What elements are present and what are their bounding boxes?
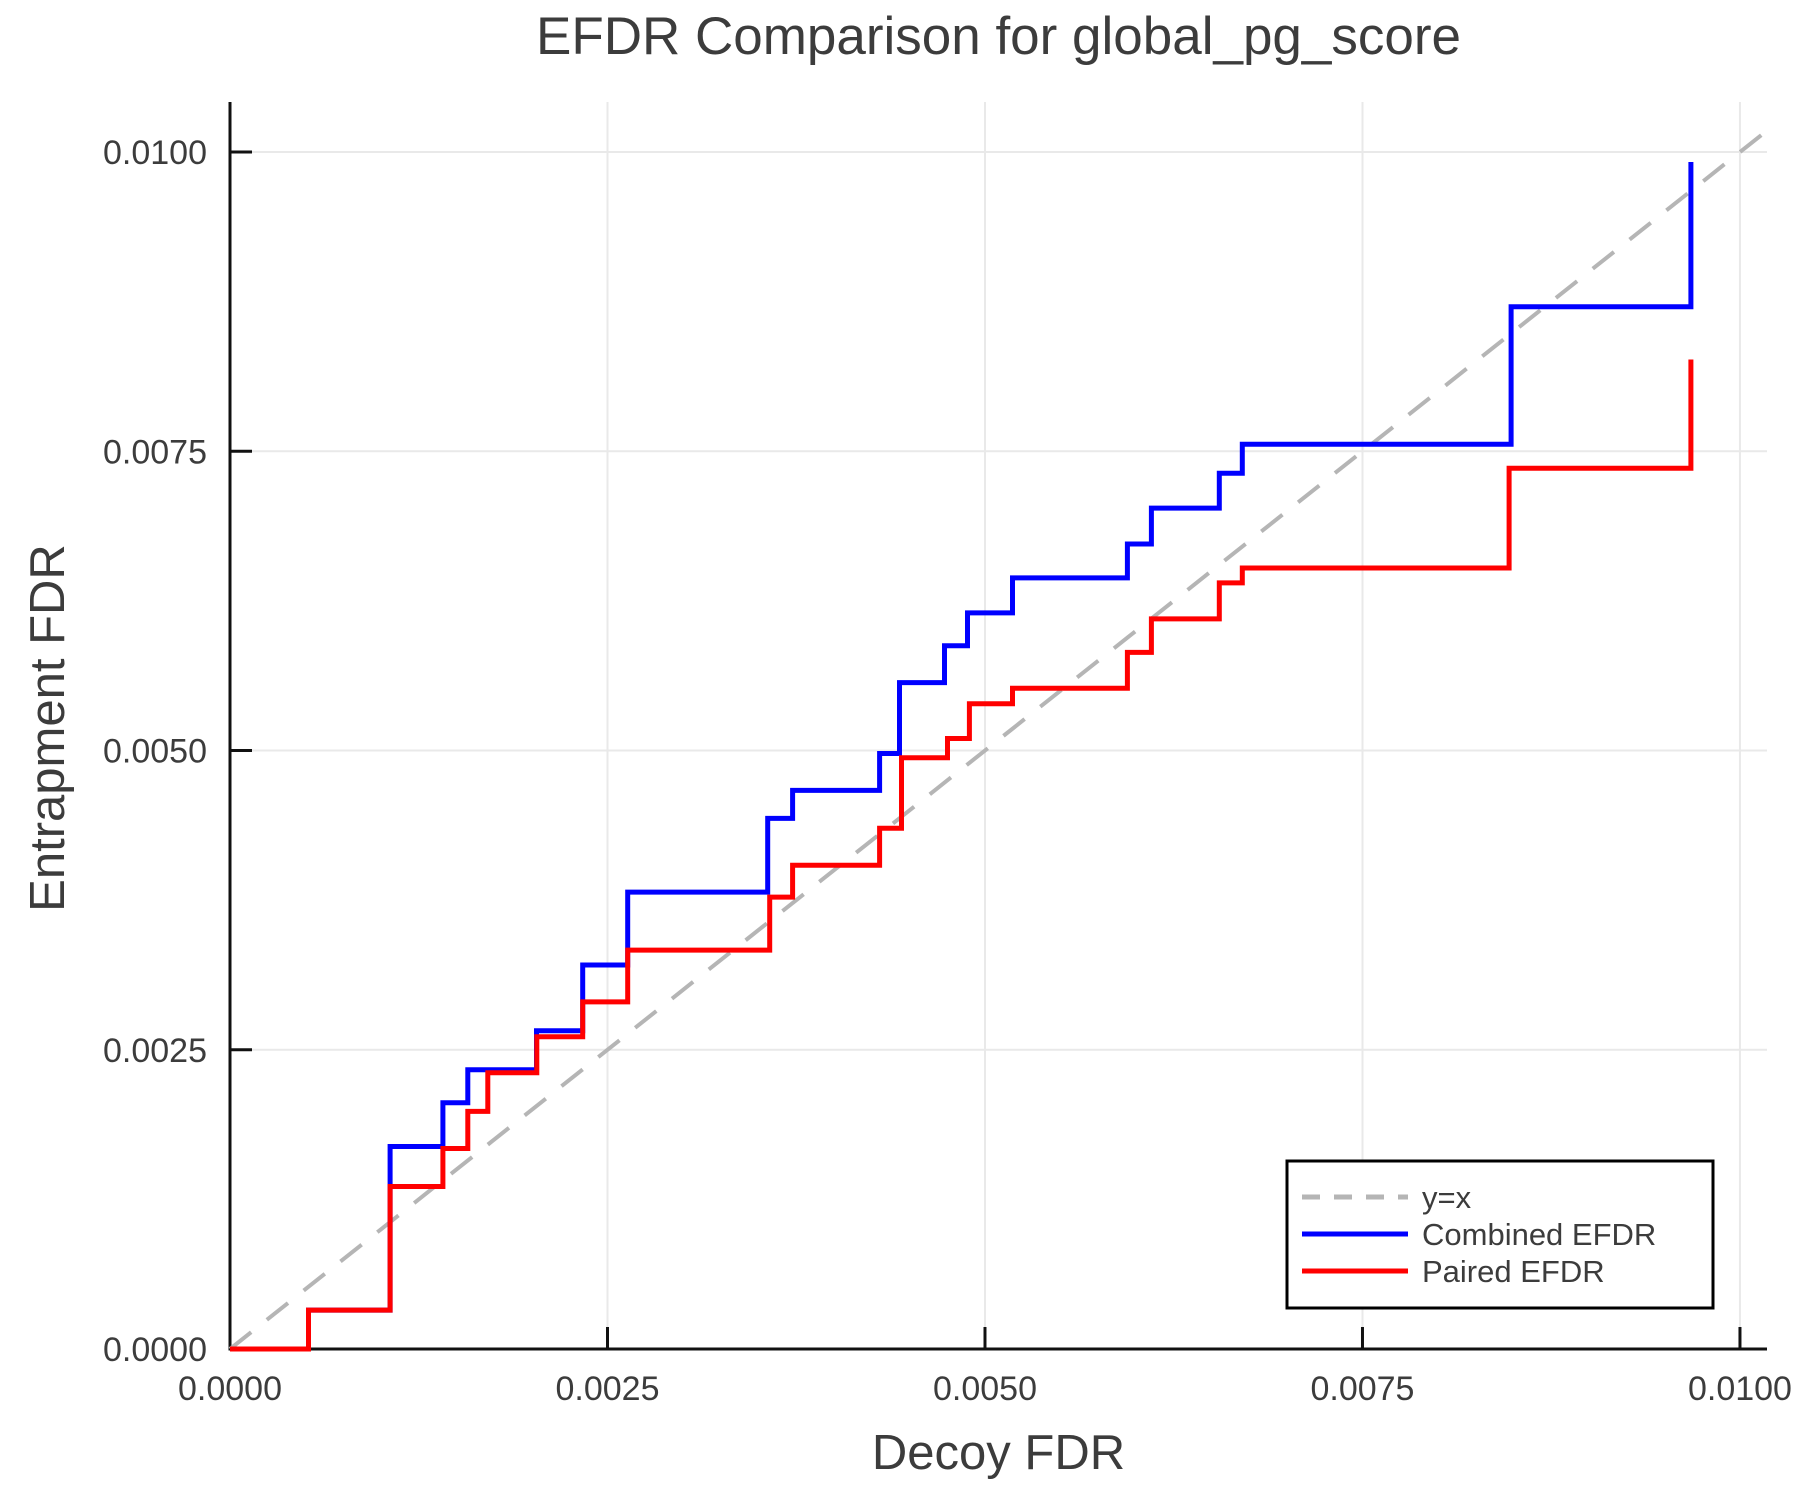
legend-identity-label: y=x <box>1422 1180 1472 1215</box>
combined-efdr-line <box>230 162 1694 1352</box>
x-tick-label: 0.0050 <box>933 1370 1037 1408</box>
y-tick-label: 0.0050 <box>103 733 207 771</box>
x-tick-label: 0.0075 <box>1310 1370 1414 1408</box>
y-axis-title: Entrapment FDR <box>21 544 75 912</box>
paired-efdr-line <box>230 359 1694 1352</box>
x-tick-label: 0.0000 <box>178 1370 282 1408</box>
legend-combined-label: Combined EFDR <box>1422 1217 1656 1252</box>
legend-paired-label: Paired EFDR <box>1422 1254 1605 1289</box>
y-tick-label: 0.0025 <box>103 1032 207 1070</box>
x-axis-title: Decoy FDR <box>871 1426 1126 1480</box>
x-tick-label: 0.0025 <box>555 1370 659 1408</box>
y-tick-label: 0.0100 <box>103 134 207 172</box>
chart-title: EFDR Comparison for global_pg_score <box>536 7 1461 66</box>
y-tick-label: 0.0075 <box>103 433 207 471</box>
y-tick-label: 0.0000 <box>103 1331 207 1369</box>
x-tick-label: 0.0100 <box>1688 1370 1792 1408</box>
